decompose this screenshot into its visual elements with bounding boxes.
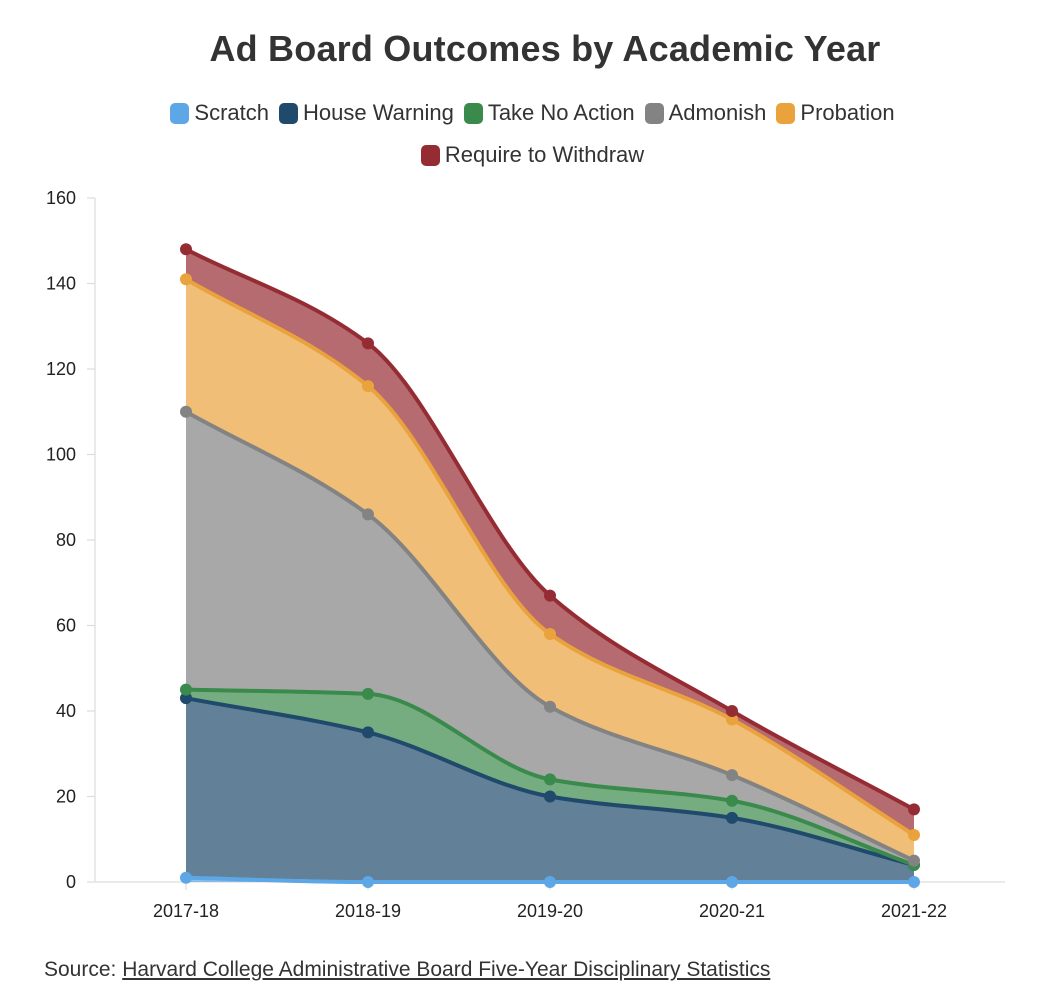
legend-swatch-take-no-action	[463, 102, 483, 124]
point-require-to-withdraw	[908, 803, 920, 816]
y-tick-label: 120	[46, 359, 76, 379]
point-take-no-action	[362, 687, 374, 700]
y-tick-label: 80	[56, 530, 76, 550]
legend-swatch-house-warning	[279, 102, 298, 124]
point-scratch	[180, 871, 192, 884]
x-tick-label: 2019-20	[517, 901, 583, 921]
y-tick-label: 160	[46, 188, 76, 208]
point-probation	[544, 628, 556, 641]
area-house-warning	[186, 698, 914, 882]
x-tick-label: 2018-19	[335, 901, 401, 921]
y-tick-label: 0	[66, 872, 76, 892]
stacked-area-chart: 0 20 40 60 80 100 120 140 160 2017-18 2018-19 2019-…	[46, 188, 1005, 921]
point-admonish	[180, 405, 192, 418]
legend-item-scratch[interactable]: Scratch	[170, 100, 269, 126]
point-take-no-action	[180, 683, 192, 696]
area-take-no-action	[186, 689, 914, 865]
source-label: Source:	[44, 958, 123, 981]
point-house-warning	[544, 790, 556, 803]
line-probation	[184, 277, 916, 837]
x-tick-label: 2017-18	[153, 901, 219, 921]
legend-label-probation: Probation	[800, 100, 895, 125]
y-tick-label: 20	[56, 787, 76, 807]
line-require-to-withdraw	[184, 247, 916, 812]
series-points	[180, 243, 920, 888]
legend-item-house-warning[interactable]: House Warning	[279, 100, 454, 126]
area-admonish	[186, 411, 914, 865]
point-require-to-withdraw	[362, 337, 374, 350]
source-link[interactable]: Harvard College Administrative Board Fiv…	[122, 958, 771, 981]
legend-label-house-warning: House Warning	[303, 100, 454, 125]
legend-item-require-to-withdraw[interactable]: Require to Withdraw	[420, 142, 645, 168]
point-require-to-withdraw	[726, 705, 738, 717]
legend-label-admonish: Admonish	[668, 100, 767, 125]
source-note: Source: Harvard College Administrative B…	[44, 958, 770, 982]
point-scratch	[908, 876, 920, 888]
point-admonish	[544, 700, 556, 713]
legend-swatch-scratch	[170, 102, 190, 124]
series-areas	[186, 249, 914, 882]
x-tick-label: 2020-21	[699, 901, 765, 921]
x-tick-label: 2021-22	[881, 901, 947, 921]
legend-label-require-to-withdraw: Require to Withdraw	[444, 142, 645, 167]
point-probation	[908, 828, 920, 841]
legend-item-admonish[interactable]: Admonish	[644, 100, 767, 126]
point-admonish	[726, 769, 738, 782]
legend-item-take-no-action[interactable]: Take No Action	[463, 100, 635, 126]
point-probation	[362, 380, 374, 393]
point-require-to-withdraw	[544, 589, 556, 602]
point-admonish	[908, 854, 920, 867]
y-tick-label: 140	[46, 274, 76, 294]
point-take-no-action	[544, 773, 556, 786]
legend-label-take-no-action: Take No Action	[487, 100, 635, 125]
point-scratch	[362, 876, 374, 888]
point-take-no-action	[726, 794, 738, 807]
legend-label-scratch: Scratch	[194, 100, 269, 125]
area-require-to-withdraw	[186, 249, 914, 835]
legend-swatch-require-to-withdraw	[420, 144, 440, 166]
legend-swatch-admonish	[644, 102, 664, 124]
y-tick-label: 60	[56, 616, 76, 636]
point-scratch	[544, 876, 556, 888]
chart-title: Ad Board Outcomes by Academic Year	[209, 28, 881, 69]
point-require-to-withdraw	[180, 243, 192, 256]
legend-swatch-probation	[776, 102, 796, 124]
chart-legend: Scratch House Warning Take No Action Adm…	[0, 100, 1053, 168]
point-house-warning	[180, 692, 192, 705]
point-scratch	[726, 876, 738, 888]
point-house-warning	[362, 726, 374, 739]
point-admonish	[362, 508, 374, 521]
y-tick-label: 40	[56, 701, 76, 721]
y-tick-label: 100	[46, 445, 76, 465]
area-probation	[186, 279, 914, 861]
legend-item-probation[interactable]: Probation	[776, 100, 895, 126]
point-house-warning	[726, 811, 738, 824]
point-probation	[180, 273, 192, 286]
point-probation	[726, 713, 738, 726]
